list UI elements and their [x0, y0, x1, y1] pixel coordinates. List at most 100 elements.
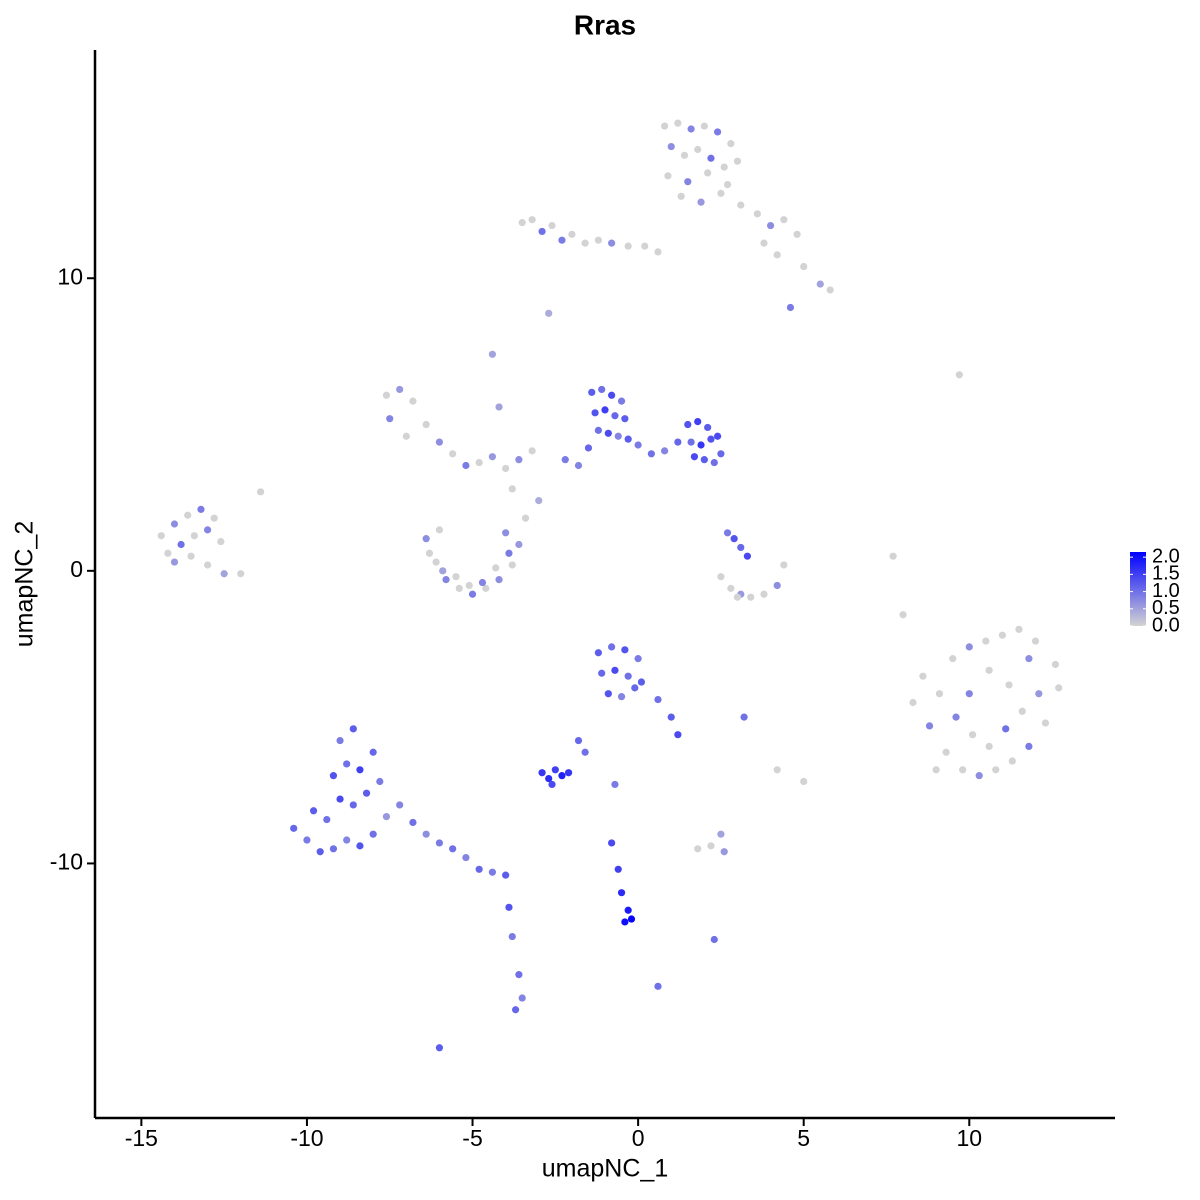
- point: [502, 464, 510, 473]
- point: [190, 532, 198, 540]
- point: [528, 216, 536, 224]
- point: [627, 915, 636, 923]
- point: [237, 570, 245, 578]
- point: [720, 848, 728, 856]
- point: [203, 526, 212, 534]
- point: [723, 180, 732, 189]
- point: [710, 458, 718, 467]
- point: [449, 845, 457, 853]
- point: [1008, 757, 1016, 765]
- point: [1041, 719, 1050, 727]
- point: [694, 145, 702, 154]
- point: [680, 151, 689, 159]
- point: [203, 561, 212, 569]
- point: [674, 731, 682, 739]
- point: [720, 163, 728, 171]
- point: [329, 772, 338, 780]
- point: [611, 780, 619, 789]
- point: [551, 766, 559, 774]
- point: [816, 280, 824, 288]
- point: [773, 251, 781, 259]
- point: [654, 982, 662, 990]
- point: [667, 142, 675, 151]
- point: [747, 593, 755, 601]
- point: [737, 201, 745, 209]
- point: [594, 426, 602, 434]
- point: [343, 760, 351, 768]
- point: [528, 447, 536, 455]
- point: [608, 643, 616, 651]
- point: [700, 122, 708, 130]
- x-tick-label: 10: [956, 1125, 982, 1151]
- point: [518, 994, 526, 1002]
- point: [786, 303, 795, 312]
- point: [826, 286, 834, 294]
- point: [598, 385, 606, 394]
- y-tick-label: -10: [50, 849, 83, 875]
- point: [515, 456, 523, 464]
- point: [515, 540, 523, 549]
- point: [710, 935, 718, 944]
- point: [356, 842, 364, 850]
- point: [700, 456, 708, 464]
- point: [687, 438, 695, 446]
- point: [1018, 707, 1026, 715]
- colorbar-label: 0.0: [1152, 614, 1180, 636]
- point: [608, 239, 616, 247]
- point: [329, 845, 338, 853]
- point: [704, 169, 712, 177]
- point: [634, 441, 642, 449]
- point: [581, 748, 589, 756]
- colorbar-label: 1.0: [1152, 580, 1180, 602]
- point: [462, 853, 470, 862]
- points: [157, 119, 1063, 1052]
- point: [396, 801, 404, 809]
- point: [164, 549, 172, 557]
- point: [362, 789, 371, 797]
- point: [667, 713, 675, 721]
- point: [184, 511, 192, 519]
- point: [558, 772, 566, 780]
- point: [488, 350, 497, 358]
- point: [608, 391, 616, 399]
- point: [743, 552, 752, 560]
- point: [992, 766, 1000, 774]
- point: [707, 154, 715, 162]
- point: [409, 397, 417, 405]
- point: [508, 561, 516, 569]
- point: [594, 649, 602, 657]
- point: [621, 415, 629, 423]
- point: [170, 520, 179, 528]
- point: [641, 242, 649, 250]
- point: [647, 450, 655, 458]
- point: [220, 570, 228, 578]
- point: [919, 672, 927, 680]
- point: [422, 420, 430, 429]
- point: [1025, 655, 1033, 663]
- point: [452, 573, 460, 581]
- point: [621, 646, 629, 654]
- x-tick-label: -10: [290, 1125, 323, 1151]
- point: [495, 576, 503, 584]
- point: [369, 830, 377, 838]
- point: [495, 403, 503, 411]
- point: [634, 655, 642, 663]
- point: [707, 435, 715, 443]
- point: [356, 766, 364, 774]
- point: [316, 848, 324, 856]
- point: [1025, 742, 1033, 750]
- point: [654, 695, 662, 704]
- point: [959, 766, 967, 774]
- point: [1051, 660, 1059, 669]
- y-tick-label: 0: [70, 556, 83, 582]
- point: [773, 581, 781, 590]
- point: [435, 438, 444, 446]
- point: [210, 514, 218, 522]
- point: [488, 868, 497, 876]
- point: [538, 227, 546, 236]
- point: [482, 584, 490, 592]
- point: [561, 456, 569, 464]
- point: [694, 418, 702, 426]
- point: [621, 918, 629, 926]
- point: [899, 611, 907, 619]
